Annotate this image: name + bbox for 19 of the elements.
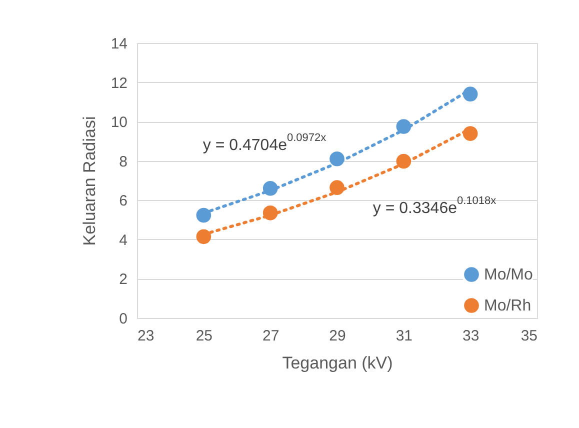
x-tick-label: 23 <box>138 328 154 344</box>
y-tick-label: 0 <box>119 310 128 328</box>
x-tick-label: 27 <box>262 328 280 344</box>
legend-label: Mo/Rh <box>484 298 532 314</box>
x-axis-title: Tegangan (kV) <box>282 354 393 372</box>
x-tick-label: 25 <box>196 328 213 344</box>
y-tick-label: 12 <box>110 74 128 92</box>
legend-label: Mo/Mo <box>484 266 533 284</box>
x-tick-label: 31 <box>396 328 413 344</box>
x-tick-label: 35 <box>520 328 538 344</box>
x-tick-label: 29 <box>329 328 346 344</box>
y-axis-title: Keluaran Radiasi <box>80 116 99 246</box>
y-tick-label: 14 <box>110 36 128 52</box>
x-tick-label: 33 <box>462 328 480 344</box>
y-tick-label: 2 <box>119 271 128 288</box>
y-tick-label: 6 <box>119 192 128 210</box>
y-tick-label: 4 <box>119 232 128 249</box>
y-tick-label: 10 <box>110 114 128 132</box>
y-tick-label: 8 <box>119 153 128 170</box>
